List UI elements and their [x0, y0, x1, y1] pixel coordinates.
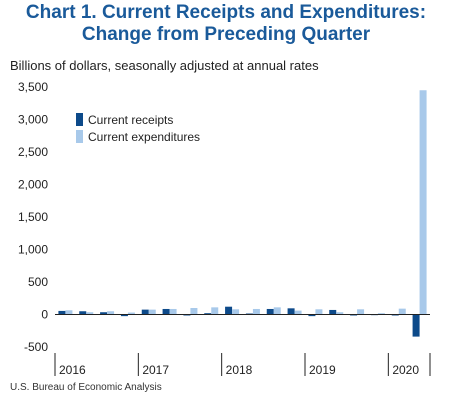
- y-tick-label: 0: [41, 308, 48, 322]
- expenditures-bar: [211, 307, 219, 315]
- receipts-bar: [120, 314, 128, 317]
- receipts-bar: [329, 309, 337, 315]
- receipts-bar: [204, 313, 212, 315]
- y-tick-label: 1,500: [18, 210, 48, 224]
- expenditures-bar: [252, 308, 260, 315]
- y-tick-label: 1,000: [18, 243, 48, 257]
- legend-swatch-receipts: [76, 113, 83, 126]
- receipts-bar: [308, 314, 316, 317]
- source-note: U.S. Bureau of Economic Analysis: [10, 382, 162, 393]
- receipts-bar: [225, 306, 233, 315]
- expenditures-bar: [377, 313, 385, 315]
- expenditures-bar: [107, 311, 115, 315]
- x-year-label: 2017: [142, 363, 169, 377]
- x-year-label: 2020: [392, 363, 419, 377]
- expenditures-bar: [65, 310, 73, 315]
- receipts-bar: [100, 312, 108, 315]
- receipts-bar: [79, 311, 87, 315]
- receipts-bar: [287, 308, 295, 315]
- receipts-bar: [141, 309, 149, 315]
- expenditures-bar: [148, 309, 156, 315]
- receipts-bar: [412, 314, 420, 337]
- expenditures-bar: [419, 90, 427, 315]
- expenditures-bar: [336, 312, 344, 315]
- chart-title: Chart 1. Current Receipts and Expenditur…: [0, 2, 452, 46]
- expenditures-bar: [315, 309, 323, 315]
- chart-title-line2: Change from Preceding Quarter: [81, 24, 371, 45]
- x-year-label: 2019: [309, 363, 336, 377]
- expenditures-bar: [294, 310, 302, 315]
- y-tick-label: 500: [28, 275, 48, 289]
- receipts-bar: [58, 310, 66, 315]
- y-tick-label: 3,500: [18, 80, 48, 94]
- y-tick-label: -500: [24, 340, 48, 354]
- receipts-bar: [266, 308, 274, 315]
- legend-swatch-expenditures: [76, 130, 83, 143]
- expenditures-bar: [86, 312, 94, 315]
- legend-label-receipts: Current receipts: [88, 113, 173, 127]
- expenditures-bar: [169, 308, 177, 315]
- expenditures-bar: [127, 312, 135, 315]
- y-tick-label: 3,000: [18, 113, 48, 127]
- expenditures-bar: [273, 307, 281, 315]
- receipts-bar: [162, 308, 170, 315]
- chart-title-line1: Chart 1. Current Receipts and Expenditur…: [25, 2, 427, 23]
- expenditures-bar: [190, 308, 198, 315]
- y-axis-label: Billions of dollars, seasonally adjusted…: [10, 58, 319, 73]
- y-tick-label: 2,000: [18, 178, 48, 192]
- expenditures-bar: [357, 309, 365, 315]
- x-year-label: 2018: [226, 363, 253, 377]
- expenditures-bar: [398, 308, 406, 315]
- y-tick-label: 2,500: [18, 145, 48, 159]
- expenditures-bar: [232, 309, 240, 315]
- legend-label-expenditures: Current expenditures: [88, 130, 200, 144]
- x-year-label: 2016: [59, 363, 86, 377]
